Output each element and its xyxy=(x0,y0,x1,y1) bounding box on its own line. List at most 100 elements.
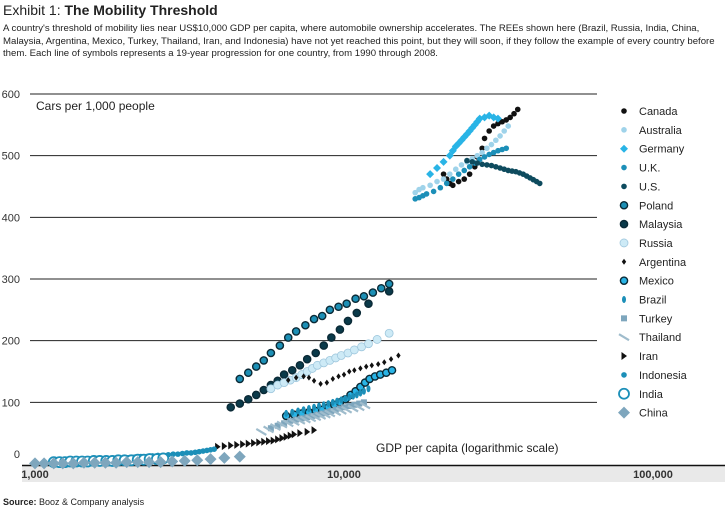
series-malaysia xyxy=(226,287,394,412)
point-germany xyxy=(439,157,448,166)
point-iran xyxy=(266,437,272,446)
point-malaysia xyxy=(335,325,345,334)
point-brazil xyxy=(351,392,356,400)
point-u-k xyxy=(430,188,437,195)
point-u-k xyxy=(490,149,497,156)
legend-marker-australia xyxy=(621,127,627,133)
legend-item-germany: Germany xyxy=(620,144,685,156)
point-poland xyxy=(384,279,394,289)
point-brazil xyxy=(358,389,363,397)
point-russia xyxy=(384,328,394,338)
source-note: Source: Booz & Company analysis xyxy=(3,497,144,507)
point-iran xyxy=(297,429,303,438)
point-australia xyxy=(497,133,503,139)
point-australia xyxy=(412,189,419,196)
point-poland xyxy=(259,356,269,365)
legend-label-china: China xyxy=(639,408,669,420)
point-malaysia xyxy=(364,299,373,308)
point-brazil xyxy=(306,405,311,412)
point-thailand xyxy=(341,405,353,414)
legend-marker-russia xyxy=(619,238,629,248)
point-australia xyxy=(434,178,440,185)
point-poland xyxy=(251,362,261,371)
legend-label-mexico: Mexico xyxy=(639,276,674,288)
point-canada xyxy=(486,128,492,134)
point-canada xyxy=(450,182,456,189)
point-indonesia xyxy=(211,446,217,453)
point-poland xyxy=(376,283,386,293)
point-u-k xyxy=(466,163,473,170)
point-iran xyxy=(287,431,294,440)
legend-marker-u-s xyxy=(621,183,627,190)
point-australia xyxy=(420,184,426,191)
point-turkey xyxy=(267,425,274,432)
y-tick-label-0: 0 xyxy=(14,449,20,461)
legend-item-iran: Iran xyxy=(621,351,658,363)
y-tick-label-400: 400 xyxy=(2,212,20,224)
point-thailand xyxy=(353,403,365,412)
point-brazil xyxy=(316,402,321,410)
point-indonesia xyxy=(170,451,176,457)
point-brazil xyxy=(343,395,348,403)
point-china xyxy=(178,454,191,467)
x-tick-label-1000: 1,000 xyxy=(21,469,49,481)
source-text: Booz & Company analysis xyxy=(36,497,145,507)
point-canada xyxy=(479,145,485,152)
legend-marker-germany xyxy=(620,144,628,153)
point-germany xyxy=(433,164,442,172)
legend-marker-thailand xyxy=(618,333,630,342)
point-poland xyxy=(301,320,310,330)
point-malaysia xyxy=(384,287,394,296)
point-thailand xyxy=(276,420,288,429)
point-brazil xyxy=(312,403,317,411)
data-marks xyxy=(29,106,543,470)
legend-marker-mexico xyxy=(619,276,629,285)
legend-item-u-k: U.K. xyxy=(621,163,660,175)
point-russia xyxy=(364,339,373,349)
point-argentina xyxy=(364,363,369,370)
point-china xyxy=(166,455,179,468)
legend-item-thailand: Thailand xyxy=(618,332,681,344)
point-thailand xyxy=(335,407,347,415)
point-argentina xyxy=(369,362,374,369)
series-iran xyxy=(215,426,318,451)
point-poland xyxy=(359,291,369,301)
point-brazil xyxy=(301,406,306,414)
point-argentina xyxy=(382,359,387,366)
point-iran xyxy=(275,435,281,444)
series-u-s xyxy=(464,157,543,187)
y-axis-ticks: 0 100 200 300 400 500 600 xyxy=(2,89,20,461)
point-iran xyxy=(311,426,318,435)
legend-item-poland: Poland xyxy=(619,200,673,212)
legend-item-argentina: Argentina xyxy=(621,257,687,269)
point-china xyxy=(143,456,156,469)
legend-item-china: China xyxy=(618,406,669,420)
point-turkey xyxy=(332,406,339,413)
point-turkey xyxy=(281,420,288,427)
point-u-s xyxy=(493,163,499,170)
point-brazil xyxy=(335,397,340,405)
x-tick-label-100000: 100,000 xyxy=(633,469,673,481)
point-thailand xyxy=(347,404,359,413)
point-malaysia xyxy=(319,341,329,350)
y-tick-label-300: 300 xyxy=(2,274,20,286)
point-poland xyxy=(325,305,335,315)
point-poland xyxy=(351,294,360,304)
legend-marker-poland xyxy=(619,200,629,210)
point-canada xyxy=(490,123,497,129)
legend-marker-iran xyxy=(621,352,627,361)
legend-item-u-s: U.S. xyxy=(621,181,660,193)
point-brazil xyxy=(361,387,366,395)
point-argentina xyxy=(324,379,330,386)
point-poland xyxy=(266,348,276,358)
point-thailand xyxy=(262,425,275,434)
legend-marker-brazil xyxy=(622,296,626,303)
point-thailand xyxy=(324,409,336,418)
point-brazil xyxy=(354,391,359,399)
point-australia xyxy=(447,171,453,177)
point-china xyxy=(67,457,80,470)
point-poland xyxy=(317,311,327,321)
point-thailand xyxy=(310,413,322,422)
point-malaysia xyxy=(343,316,353,326)
point-argentina xyxy=(306,374,312,381)
